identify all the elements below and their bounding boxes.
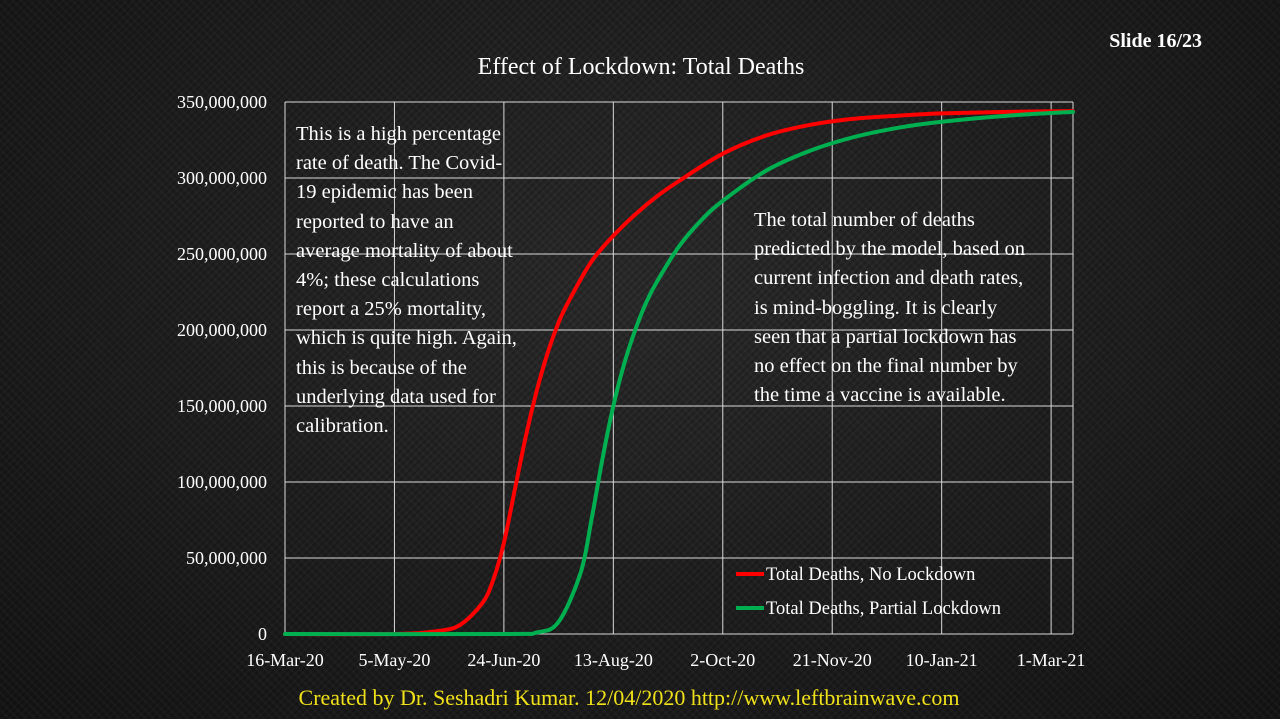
x-tick-label: 1-Mar-21: [1017, 650, 1086, 670]
x-tick-label: 13-Aug-20: [574, 650, 653, 670]
y-tick-label: 200,000,000: [177, 320, 267, 340]
x-tick-label: 2-Oct-20: [690, 650, 755, 670]
grid-lines: [284, 101, 1074, 635]
y-tick-label: 150,000,000: [177, 396, 267, 416]
slide-number: Slide 16/23: [1109, 30, 1202, 52]
x-tick-label: 5-May-20: [358, 650, 430, 670]
footer-credit: Created by Dr. Seshadri Kumar. 12/04/202…: [298, 685, 960, 710]
x-tick-label: 16-Mar-20: [246, 650, 324, 670]
legend-label: Total Deaths, Partial Lockdown: [766, 599, 1001, 619]
y-tick-label: 250,000,000: [177, 244, 267, 264]
series-line-total-deaths-partial-lockdown: [283, 109, 1075, 637]
x-tick-label: 24-Jun-20: [467, 650, 540, 670]
x-tick-label: 10-Jan-21: [906, 650, 978, 670]
y-tick-label: 350,000,000: [177, 92, 267, 112]
annotation-right: The total number of deaths predicted by …: [754, 209, 1025, 407]
y-tick-label: 50,000,000: [186, 548, 267, 568]
legend-label: Total Deaths, No Lockdown: [766, 565, 975, 585]
series-lines: [283, 109, 1075, 637]
annotation-left: This is a high percentage rate of death.…: [296, 123, 517, 438]
y-tick-label: 300,000,000: [177, 168, 267, 188]
y-axis-ticks: 0 50,000,000 100,000,000 150,000,000 200,000…: [177, 92, 267, 644]
y-tick-label: 100,000,000: [177, 472, 267, 492]
x-tick-label: 21-Nov-20: [793, 650, 872, 670]
chart-title: Effect of Lockdown: Total Deaths: [477, 54, 805, 80]
y-tick-label: 0: [258, 624, 267, 644]
series-line-total-deaths-no-lockdown: [283, 109, 1075, 637]
legend: Total Deaths, No Lockdown Total Deaths, P…: [736, 565, 1001, 619]
x-axis-ticks: 16-Mar-20 5-May-20 24-Jun-20 13-Aug-20 2-Oct…: [246, 650, 1085, 670]
